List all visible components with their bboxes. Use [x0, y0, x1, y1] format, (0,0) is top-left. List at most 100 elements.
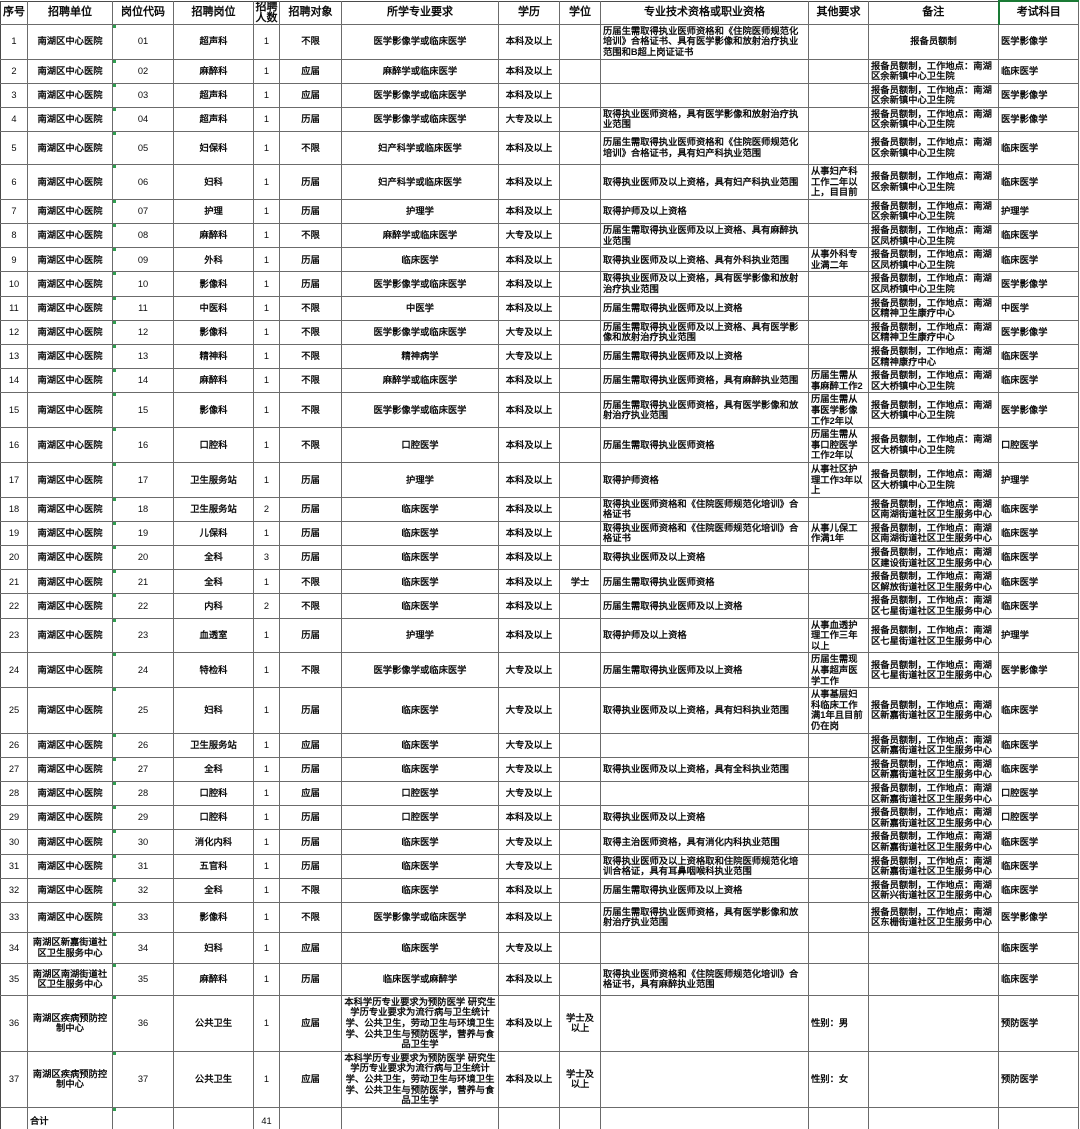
cell-remarks[interactable]: 报备员额制，工作地点：南湖区新嘉街道社区卫生服务中心: [868, 781, 999, 807]
cell-education[interactable]: 本科及以上: [498, 805, 560, 831]
cell-remarks[interactable]: 报备员额制，工作地点：南湖区凤桥镇中心卫生院: [868, 271, 999, 297]
cell-target-applicants[interactable]: 历届: [279, 271, 342, 297]
cell-headcount[interactable]: 1: [253, 1051, 280, 1108]
cell-exam-subject[interactable]: 临床医学: [998, 545, 1079, 571]
cell-remarks[interactable]: 报备员额制: [868, 24, 999, 60]
cell-serial-no[interactable]: 2: [0, 59, 28, 84]
cell-serial-no[interactable]: 9: [0, 247, 28, 273]
cell-degree[interactable]: [559, 368, 601, 394]
cell-degree[interactable]: [559, 497, 601, 522]
cell-degree[interactable]: [559, 757, 601, 782]
cell-exam-subject[interactable]: 临床医学: [998, 521, 1079, 547]
cell-remarks[interactable]: 报备员额制，工作地点：南湖区七星街道社区卫生服务中心: [868, 618, 999, 654]
cell-other-requirements[interactable]: [808, 569, 869, 595]
cell-headcount[interactable]: 1: [253, 392, 280, 429]
cell-position-name[interactable]: 麻醉科: [173, 59, 254, 84]
cell-headcount[interactable]: 1: [253, 932, 280, 964]
cell-other-requirements[interactable]: [808, 545, 869, 571]
cell-education[interactable]: 本科及以上: [498, 462, 560, 498]
cell-education[interactable]: 本科及以上: [498, 368, 560, 394]
cell-position-name[interactable]: 影像科: [173, 392, 254, 429]
cell-professional-qualification[interactable]: [600, 781, 809, 807]
cell-target-applicants[interactable]: 应届: [279, 781, 342, 807]
cell-major-requirement[interactable]: 本科学历专业要求为预防医学 研究生学历专业要求为流行病与卫生统计学、公共卫生，劳…: [341, 1051, 499, 1108]
cell-other-requirements[interactable]: [808, 963, 869, 996]
cell-major-requirement[interactable]: 临床医学: [341, 854, 499, 879]
cell-education[interactable]: 本科及以上: [498, 995, 560, 1052]
cell-remarks[interactable]: [868, 995, 999, 1052]
cell-position-code[interactable]: 36: [112, 995, 174, 1052]
cell-serial-no[interactable]: 1: [0, 24, 28, 60]
cell-other-requirements[interactable]: [808, 902, 869, 933]
cell-degree[interactable]: [559, 652, 601, 689]
cell-serial-no[interactable]: 22: [0, 593, 28, 619]
cell-major-requirement[interactable]: 护理学: [341, 199, 499, 225]
cell-position-code[interactable]: 14: [112, 368, 174, 394]
cell-position-code[interactable]: 17: [112, 462, 174, 498]
cell-exam-subject[interactable]: 医学影像学: [998, 107, 1079, 133]
cell-serial-no[interactable]: 11: [0, 296, 28, 321]
cell-position-code[interactable]: 04: [112, 107, 174, 133]
cell-degree[interactable]: [559, 462, 601, 498]
cell-other-requirements[interactable]: [808, 932, 869, 964]
cell-recruiting-unit[interactable]: 南湖区中心医院: [27, 24, 113, 60]
cell-serial-no[interactable]: 16: [0, 427, 28, 463]
cell-education[interactable]: 大专及以上: [498, 687, 560, 734]
cell-headcount[interactable]: 1: [253, 427, 280, 463]
cell-recruiting-unit[interactable]: 南湖区中心医院: [27, 131, 113, 166]
cell-other-requirements[interactable]: 从事外科专业满二年: [808, 247, 869, 273]
cell-major-requirement[interactable]: 妇产科学或临床医学: [341, 131, 499, 166]
cell-position-code[interactable]: 26: [112, 733, 174, 758]
cell-other-requirements[interactable]: 历届生需从事医学影像工作2年以: [808, 392, 869, 429]
cell-recruiting-unit[interactable]: 南湖区中心医院: [27, 368, 113, 394]
cell-recruiting-unit[interactable]: 南湖区中心医院: [27, 462, 113, 498]
cell-headcount[interactable]: 1: [253, 462, 280, 498]
total-blank-major[interactable]: [341, 1107, 499, 1129]
cell-exam-subject[interactable]: 临床医学: [998, 247, 1079, 273]
cell-remarks[interactable]: 报备员额制，工作地点：南湖区凤桥镇中心卫生院: [868, 223, 999, 249]
cell-target-applicants[interactable]: 不限: [279, 427, 342, 463]
cell-target-applicants[interactable]: 不限: [279, 902, 342, 933]
cell-exam-subject[interactable]: 护理学: [998, 199, 1079, 225]
cell-exam-subject[interactable]: 临床医学: [998, 757, 1079, 782]
cell-education[interactable]: 本科及以上: [498, 497, 560, 522]
cell-serial-no[interactable]: 13: [0, 344, 28, 370]
cell-major-requirement[interactable]: 临床医学: [341, 521, 499, 547]
cell-serial-no[interactable]: 25: [0, 687, 28, 734]
cell-remarks[interactable]: 报备员额制，工作地点：南湖区凤桥镇中心卫生院: [868, 247, 999, 273]
cell-serial-no[interactable]: 8: [0, 223, 28, 249]
cell-position-name[interactable]: 口腔科: [173, 805, 254, 831]
cell-professional-qualification[interactable]: 取得执业医师及以上资格: [600, 545, 809, 571]
cell-major-requirement[interactable]: 本科学历专业要求为预防医学 研究生学历专业要求为流行病与卫生统计学、公共卫生，劳…: [341, 995, 499, 1052]
cell-other-requirements[interactable]: [808, 805, 869, 831]
cell-position-name[interactable]: 超声科: [173, 83, 254, 108]
cell-position-name[interactable]: 全科: [173, 878, 254, 903]
cell-headcount[interactable]: 1: [253, 223, 280, 249]
cell-education[interactable]: 本科及以上: [498, 247, 560, 273]
cell-target-applicants[interactable]: 不限: [279, 392, 342, 429]
cell-position-code[interactable]: 25: [112, 687, 174, 734]
cell-position-name[interactable]: 麻醉科: [173, 223, 254, 249]
cell-serial-no[interactable]: 7: [0, 199, 28, 225]
cell-target-applicants[interactable]: 不限: [279, 320, 342, 345]
cell-serial-no[interactable]: 35: [0, 963, 28, 996]
cell-position-name[interactable]: 妇保科: [173, 131, 254, 166]
cell-major-requirement[interactable]: 临床医学: [341, 733, 499, 758]
cell-position-code[interactable]: 35: [112, 963, 174, 996]
cell-other-requirements[interactable]: [808, 296, 869, 321]
cell-headcount[interactable]: 1: [253, 829, 280, 855]
cell-headcount[interactable]: 1: [253, 521, 280, 547]
cell-major-requirement[interactable]: 麻醉学或临床医学: [341, 368, 499, 394]
cell-recruiting-unit[interactable]: 南湖区中心医院: [27, 569, 113, 595]
cell-position-code[interactable]: 07: [112, 199, 174, 225]
cell-headcount[interactable]: 1: [253, 296, 280, 321]
cell-exam-subject[interactable]: 护理学: [998, 462, 1079, 498]
cell-exam-subject[interactable]: 临床医学: [998, 878, 1079, 903]
cell-education[interactable]: 本科及以上: [498, 131, 560, 166]
cell-exam-subject[interactable]: 医学影像学: [998, 392, 1079, 429]
cell-other-requirements[interactable]: 性别：男: [808, 995, 869, 1052]
cell-degree[interactable]: [559, 427, 601, 463]
cell-remarks[interactable]: 报备员额制，工作地点：南湖区新嘉街道社区卫生服务中心: [868, 757, 999, 782]
cell-target-applicants[interactable]: 历届: [279, 829, 342, 855]
cell-recruiting-unit[interactable]: 南湖区南湖街道社区卫生服务中心: [27, 963, 113, 996]
